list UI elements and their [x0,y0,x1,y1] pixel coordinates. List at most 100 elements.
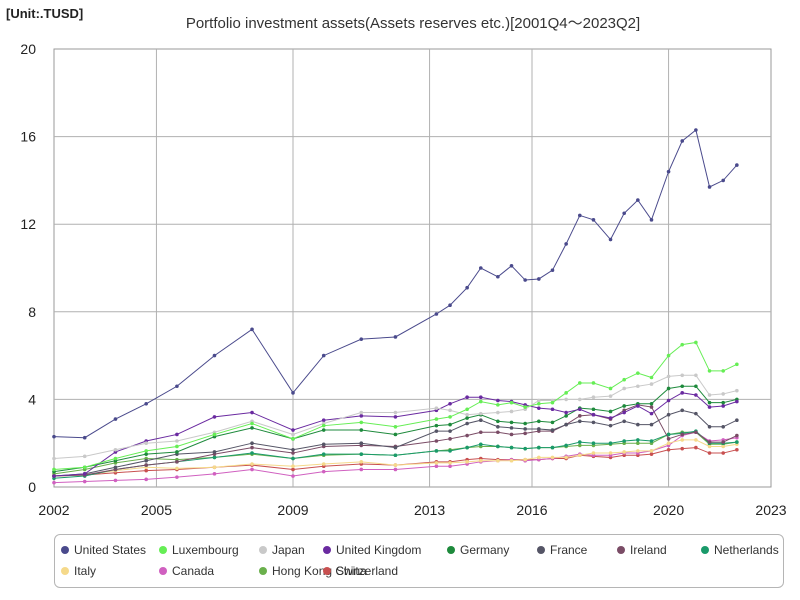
legend: United States Luxembourg Japan United Kingd… [54,534,784,588]
data-point-france [564,422,568,427]
data-point-italy [721,444,725,449]
data-point-united-states [578,213,582,218]
legend-marker-icon [259,546,267,554]
data-point-united-states [649,218,654,222]
data-point-france [608,423,613,428]
data-point-japan [393,410,398,415]
data-point-japan [591,395,596,400]
legend-item-germany[interactable]: Germany [447,543,509,557]
grid [53,48,772,488]
data-point-france [666,412,671,417]
legend-item-netherlands[interactable]: Netherlands [701,543,779,557]
legend-label: Italy [74,564,97,578]
data-point-japan [578,397,582,402]
data-point-italy [578,453,582,458]
data-point-ireland [175,460,179,464]
data-point-united-kingdom [550,407,555,412]
data-point-united-kingdom [250,410,254,415]
data-point-italy [478,458,483,463]
data-point-germany [496,419,500,424]
data-point-ireland [478,430,483,435]
data-point-luxembourg [694,340,698,345]
legend-item-switzerland[interactable]: Switzerland [323,564,398,578]
data-point-united-states [82,435,87,440]
data-point-italy [550,455,555,460]
data-point-united-states [144,401,148,406]
plot-area-border [53,48,772,488]
data-point-ireland [666,437,671,441]
data-point-france [212,450,217,454]
data-point-netherlands [649,439,654,443]
axes: 0 4 8 12 16 20 2002 2005 2009 2013 2016 2020 2023 [20,41,786,518]
data-point-germany [250,426,254,430]
data-point-netherlands [636,438,640,442]
data-point-united-states [721,178,725,183]
data-point-united-states [564,242,568,246]
data-point-united-kingdom [448,401,452,406]
data-point-luxembourg [82,465,87,470]
data-point-luxembourg [393,424,398,429]
data-point-italy [321,462,326,466]
data-point-germany [694,384,698,389]
data-point-united-states [478,266,483,270]
legend-item-united-kingdom[interactable]: United Kingdom [323,543,421,557]
data-point-canada [434,464,439,468]
series-canada [52,430,739,485]
data-point-canada [82,479,87,484]
data-point-italy [509,458,514,463]
data-point-united-states [537,277,541,281]
data-point-canada [291,474,295,478]
data-point-united-states [250,327,254,332]
data-point-united-kingdom [175,432,179,437]
data-point-france [735,418,739,423]
data-point-united-states [448,303,452,308]
data-point-luxembourg [721,369,725,373]
data-point-ireland [465,433,469,438]
data-point-luxembourg [666,353,671,358]
data-point-italy [537,455,541,460]
x-tick-label: 2002 [38,502,69,518]
y-tick-label: 20 [20,41,36,57]
legend-item-canada[interactable]: Canada [159,564,214,578]
legend-item-hong-kong-china[interactable]: Hong Kong China [259,564,367,578]
data-point-switzerland [649,452,654,456]
data-point-netherlands [578,440,582,444]
data-point-france [622,419,626,424]
data-point-italy [212,465,217,470]
data-point-united-states [523,278,527,282]
data-point-japan [509,409,514,414]
data-point-france [578,419,582,424]
data-point-japan [465,412,469,417]
data-point-united-kingdom [608,416,613,420]
data-point-france [636,422,640,427]
data-point-netherlands [666,432,671,437]
data-point-france [721,424,725,429]
data-point-japan [649,382,654,386]
legend-label: United States [74,543,147,557]
data-point-luxembourg [496,403,500,407]
legend-item-italy[interactable]: Italy [61,564,96,578]
data-point-canada [113,478,118,483]
data-point-switzerland [721,451,725,455]
legend-item-france[interactable]: France [537,543,587,557]
data-point-france [537,427,541,431]
data-point-netherlands [608,441,613,446]
legend-marker-icon [701,546,709,554]
data-point-hong-kong-china [578,443,582,448]
data-point-united-states [434,312,439,316]
data-point-italy [465,460,469,464]
legend-item-united-states[interactable]: United States [61,543,146,557]
legend-item-japan[interactable]: Japan [259,543,305,557]
data-point-germany [721,400,725,405]
data-point-united-kingdom [393,415,398,419]
data-point-united-states [496,274,500,279]
legend-marker-icon [159,567,167,575]
x-tick-label: 2016 [516,502,547,518]
data-point-united-kingdom [321,418,326,423]
data-point-luxembourg [212,432,217,437]
legend-item-luxembourg[interactable]: Luxembourg [159,543,239,557]
data-point-luxembourg [649,375,654,380]
legend-marker-icon [159,546,167,554]
legend-item-ireland[interactable]: Ireland [617,543,667,557]
